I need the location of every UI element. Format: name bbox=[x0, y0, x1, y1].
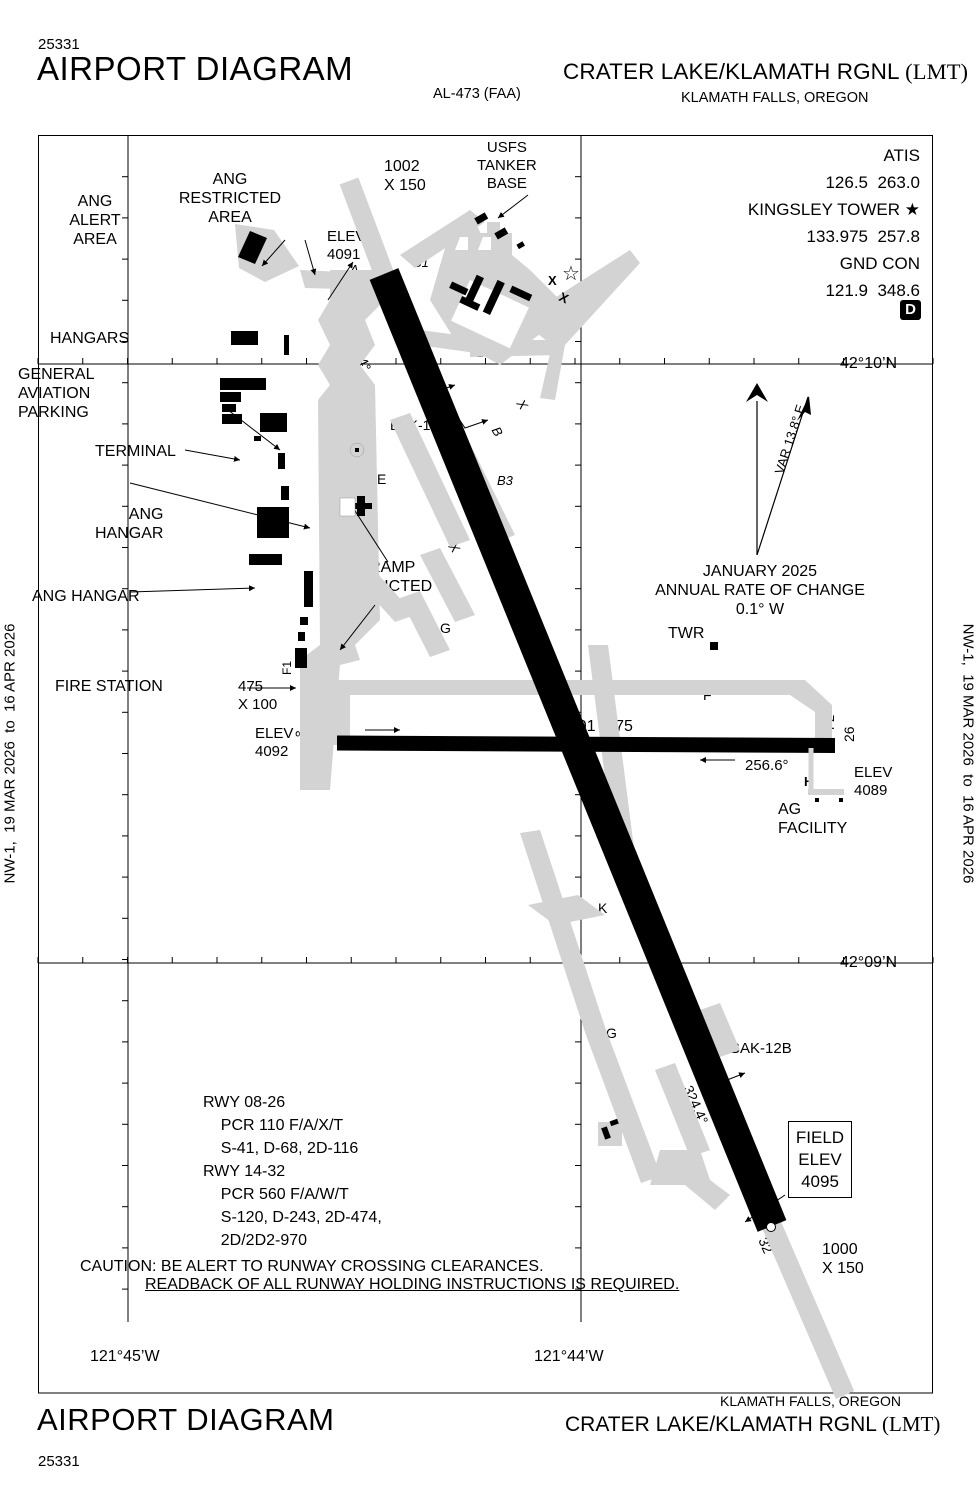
svg-text:☆: ☆ bbox=[562, 263, 580, 285]
svg-text:X: X bbox=[548, 273, 557, 288]
svg-text:VAR 13.8° E: VAR 13.8° E bbox=[772, 402, 809, 476]
